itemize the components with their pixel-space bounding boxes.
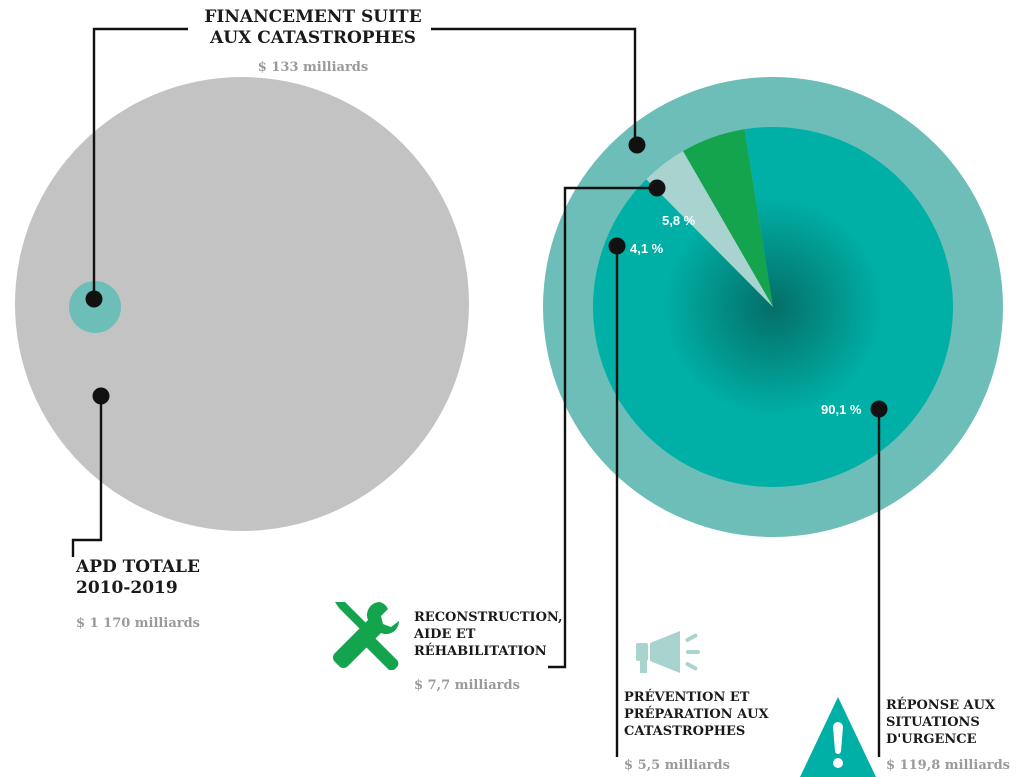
- reconstruction-label-line-1: RECONSTRUCTION,: [414, 610, 563, 625]
- leader-lines: [71, 27, 881, 757]
- dot-total-oda: [92, 387, 110, 405]
- dot-reconstruction: [648, 179, 666, 197]
- dot-disaster-financing: [628, 136, 646, 154]
- leader-line-disaster-financing: [431, 27, 637, 144]
- leader-line-reconstruction: [548, 186, 657, 669]
- warning-triangle-icon: [800, 697, 876, 777]
- prevention-label-line-3: CATASTROPHES: [624, 724, 746, 739]
- reconstruction-label-line-2: AIDE ET: [414, 627, 476, 642]
- wrench-screwdriver-icon: [332, 602, 399, 670]
- dot-disaster-share: [85, 290, 103, 308]
- percent-label-reconstruction: 5,8 %: [662, 213, 696, 228]
- response-label-line-2: SITUATIONS: [886, 715, 980, 730]
- response-label-line-3: D'URGENCE: [886, 732, 977, 747]
- disaster-financing-title: FINANCEMENT SUITE AUX CATASTROPHES: [178, 7, 448, 49]
- leader-dots: [85, 136, 888, 418]
- total-oda-amount: $ 1 170 milliards: [76, 616, 200, 631]
- breakdown-pie: [593, 126, 954, 488]
- pie-slice-reconstruction: [683, 129, 773, 307]
- prevention-label-line-2: PRÉPARATION AUX: [624, 707, 769, 722]
- total-oda-title: APD TOTALE 2010-2019: [76, 557, 200, 599]
- dot-prevention: [608, 237, 626, 255]
- response-amount: $ 119,8 milliards: [886, 758, 1010, 773]
- reconstruction-label: RECONSTRUCTION, AIDE ET RÉHABILITATION: [414, 609, 562, 660]
- disaster-financing-title-line-2: AUX CATASTROPHES: [210, 28, 416, 48]
- prevention-amount: $ 5,5 milliards: [624, 758, 730, 773]
- pie-slice-prevention: [646, 151, 773, 307]
- reconstruction-label-line-3: RÉHABILITATION: [414, 644, 547, 659]
- leader-line-disaster-share: [92, 27, 188, 299]
- total-oda-circle: [15, 77, 469, 531]
- prevention-label: PRÉVENTION ET PRÉPARATION AUX CATASTROPH…: [624, 689, 769, 740]
- prevention-label-line-1: PRÉVENTION ET: [624, 690, 750, 705]
- total-oda-title-line-1: APD TOTALE: [76, 557, 200, 577]
- pie-slice-response: [593, 126, 954, 488]
- percent-label-response: 90,1 %: [821, 402, 862, 417]
- disaster-financing-title-line-1: FINANCEMENT SUITE: [204, 7, 422, 27]
- percent-label-prevention: 4,1 %: [630, 241, 664, 256]
- disaster-financing-amount: $ 133 milliards: [257, 60, 369, 75]
- leader-line-total-oda: [71, 396, 103, 557]
- dot-response: [870, 400, 888, 418]
- response-label-line-1: RÉPONSE AUX: [886, 698, 996, 713]
- response-label: RÉPONSE AUX SITUATIONS D'URGENCE: [886, 697, 995, 748]
- total-oda-title-line-2: 2010-2019: [76, 578, 178, 598]
- megaphone-icon: [636, 631, 700, 673]
- reconstruction-amount: $ 7,7 milliards: [414, 678, 520, 693]
